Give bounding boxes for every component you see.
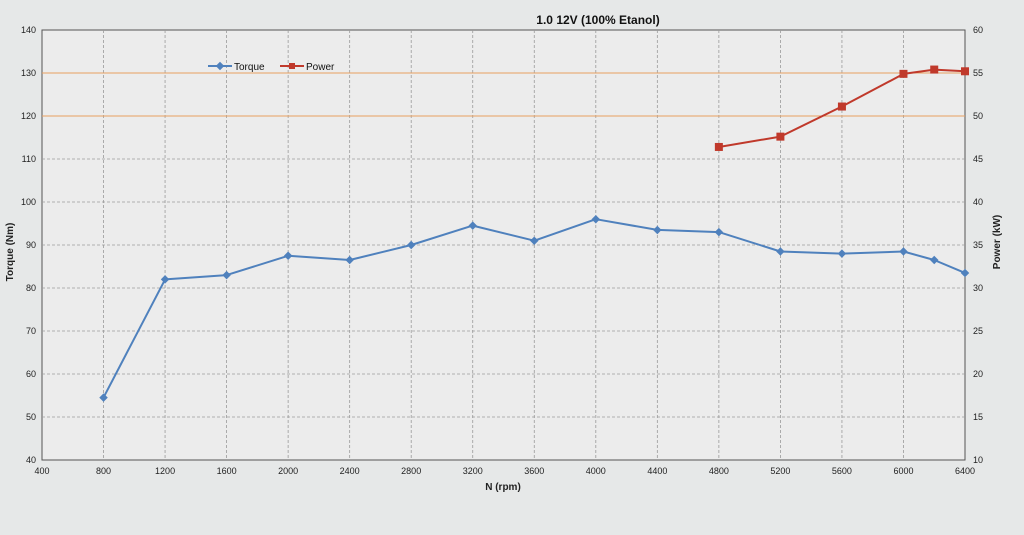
y-axis-right-label: Power (kW) <box>992 215 1003 269</box>
series-line-torque <box>102 218 966 399</box>
x-tick-label: 800 <box>96 466 111 476</box>
legend-power-label: Power <box>306 62 335 73</box>
chart-title: 1.0 12V (100% Etanol) <box>536 13 659 27</box>
y-left-tick-label: 140 <box>21 25 36 35</box>
data-point-power <box>961 67 969 76</box>
data-point-torque <box>99 393 108 402</box>
x-axis-label: N (rpm) <box>485 482 521 493</box>
data-point-torque <box>160 275 170 284</box>
y-right-tick-label: 45 <box>973 154 983 164</box>
y-right-tick-label: 60 <box>973 25 983 35</box>
y-left-tick-label: 80 <box>26 283 36 293</box>
data-point-torque <box>345 255 354 265</box>
y-right-tick-label: 40 <box>973 197 983 207</box>
y-left-tick-label: 60 <box>26 369 36 379</box>
data-point-power <box>776 132 785 141</box>
y-left-tick-label: 110 <box>22 154 36 164</box>
data-point-power <box>714 142 723 151</box>
data-point-torque <box>929 255 939 265</box>
y-right-tick-label: 50 <box>973 111 983 121</box>
legend-torque-label: Torque <box>234 62 265 73</box>
legend-torque-marker <box>215 61 225 71</box>
data-point-power <box>899 69 908 78</box>
data-point-power <box>837 102 846 111</box>
y-axis-left-label: Torque (Nm) <box>5 223 16 282</box>
y-left-tick-label: 40 <box>26 455 36 465</box>
x-tick-label: 5600 <box>832 466 852 476</box>
x-tick-label: 5200 <box>770 466 790 476</box>
x-tick-label: 4000 <box>586 466 606 476</box>
x-tick-label: 4400 <box>647 466 667 476</box>
legend-power-marker <box>289 63 295 69</box>
axis-layer: 400 800 1200 1600 2000 2400 2800 3200 3600 4000 44… <box>21 25 983 476</box>
data-point-torque <box>283 251 293 260</box>
data-point-torque <box>222 270 231 280</box>
x-tick-label: 4800 <box>709 466 729 476</box>
legend: Torque Power <box>208 61 335 73</box>
y-left-tick-label: 50 <box>26 412 36 422</box>
x-tick-label: 1600 <box>217 466 237 476</box>
x-tick-label: 6000 <box>893 466 913 476</box>
data-point-torque <box>468 221 477 230</box>
x-tick-label: 6400 <box>955 466 975 476</box>
y-left-tick-label: 70 <box>26 326 36 336</box>
y-left-tick-label: 130 <box>21 68 36 78</box>
y-right-tick-label: 30 <box>973 283 983 293</box>
y-right-tick-label: 15 <box>973 412 983 422</box>
x-tick-label: 3200 <box>463 466 483 476</box>
x-tick-label: 2800 <box>401 466 421 476</box>
x-tick-label: 2000 <box>278 466 298 476</box>
y-right-tick-label: 55 <box>973 68 983 78</box>
data-point-power <box>930 65 939 74</box>
y-right-tick-label: 25 <box>973 326 983 336</box>
data-point-torque <box>960 268 970 278</box>
y-left-tick-label: 100 <box>21 197 36 207</box>
x-tick-label: 3600 <box>524 466 544 476</box>
y-right-tick-label: 35 <box>973 240 983 250</box>
y-left-tick-label: 90 <box>26 240 36 250</box>
data-point-torque <box>406 240 416 250</box>
x-tick-label: 2400 <box>340 466 360 476</box>
y-left-tick-label: 120 <box>21 111 36 121</box>
y-right-tick-label: 10 <box>973 455 983 465</box>
x-tick-label: 1200 <box>155 466 175 476</box>
series-line-power <box>718 68 966 148</box>
y-right-tick-label: 20 <box>973 369 983 379</box>
x-tick-label: 400 <box>34 466 49 476</box>
